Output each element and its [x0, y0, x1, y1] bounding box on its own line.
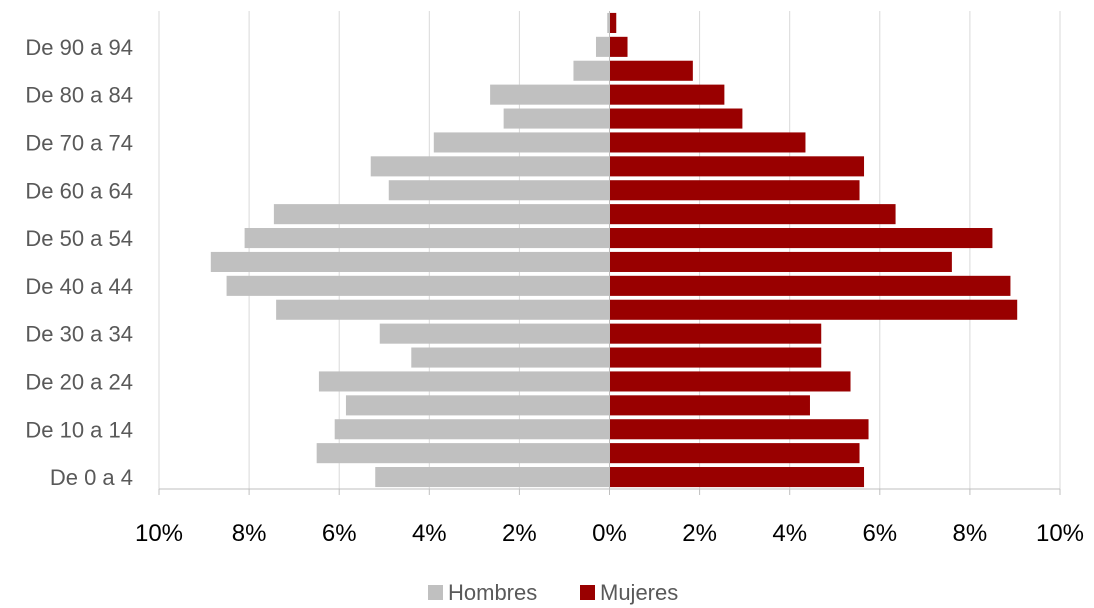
female-bar-10	[609, 228, 993, 249]
male-bar-9	[210, 251, 610, 272]
y-category-label: De 70 a 74	[25, 130, 133, 155]
legend-swatch-mujeres	[580, 585, 595, 600]
female-bar-5	[609, 347, 822, 368]
male-bar-19	[607, 12, 610, 33]
male-bar-18	[595, 36, 610, 57]
x-tick-label: 4%	[772, 520, 807, 547]
female-bar-7	[609, 299, 1018, 320]
y-category-label: De 40 a 44	[25, 274, 133, 299]
x-tick-label: 10%	[135, 520, 183, 547]
x-tick-label: 0%	[592, 520, 627, 547]
male-bar-3	[345, 395, 610, 416]
female-bar-14	[609, 132, 806, 153]
female-bar-11	[609, 204, 896, 225]
female-bar-2	[609, 419, 869, 440]
x-tick-label: 6%	[322, 520, 357, 547]
male-bar-15	[503, 108, 610, 129]
male-bar-10	[244, 228, 610, 249]
male-bar-12	[388, 180, 610, 201]
male-bar-6	[379, 323, 610, 344]
legend-label-mujeres: Mujeres	[600, 580, 678, 605]
female-bar-4	[609, 371, 851, 392]
female-bar-16	[609, 84, 725, 105]
x-tick-label: 8%	[232, 520, 267, 547]
legend: Hombres Mujeres	[428, 580, 678, 605]
y-category-label: De 10 a 14	[25, 417, 133, 442]
female-bar-17	[609, 60, 693, 81]
y-category-label: De 90 a 94	[25, 35, 133, 60]
male-bar-14	[433, 132, 610, 153]
male-bar-8	[226, 275, 610, 296]
female-bar-3	[609, 395, 810, 416]
male-bar-0	[375, 467, 610, 488]
male-bar-5	[411, 347, 610, 368]
x-tick-label: 8%	[953, 520, 988, 547]
legend-label-hombres: Hombres	[448, 580, 537, 605]
female-bar-9	[609, 251, 952, 272]
legend-swatch-hombres	[428, 585, 443, 600]
female-bar-1	[609, 443, 860, 464]
x-tick-label: 2%	[682, 520, 717, 547]
y-category-label: De 80 a 84	[25, 83, 133, 108]
male-bar-17	[573, 60, 610, 81]
male-bar-4	[318, 371, 610, 392]
bars	[210, 12, 1018, 488]
male-bar-11	[273, 204, 610, 225]
male-bar-13	[370, 156, 610, 177]
male-bar-2	[334, 419, 610, 440]
y-category-label: De 50 a 54	[25, 226, 133, 251]
labels: 10% 8% 6% 4% 2% 0% 2% 4% 6% 8% 10% De 0 a 4 De 10 a …	[25, 35, 1084, 547]
x-tick-label: 4%	[412, 520, 447, 547]
female-bar-13	[609, 156, 865, 177]
male-bar-16	[490, 84, 610, 105]
female-bar-15	[609, 108, 743, 129]
female-bar-8	[609, 275, 1011, 296]
male-bar-1	[316, 443, 610, 464]
y-category-label: De 0 a 4	[50, 465, 133, 490]
x-tick-label: 2%	[502, 520, 537, 547]
male-bar-7	[276, 299, 610, 320]
y-category-label: De 60 a 64	[25, 178, 133, 203]
female-bar-19	[609, 12, 617, 33]
female-bar-6	[609, 323, 822, 344]
y-category-label: De 30 a 34	[25, 322, 133, 347]
female-bar-12	[609, 180, 860, 201]
x-tick-label: 6%	[862, 520, 897, 547]
axes	[158, 11, 1061, 495]
female-bar-18	[609, 36, 628, 57]
x-tick-label: 10%	[1036, 520, 1084, 547]
female-bar-0	[609, 467, 865, 488]
y-category-label: De 20 a 24	[25, 369, 133, 394]
